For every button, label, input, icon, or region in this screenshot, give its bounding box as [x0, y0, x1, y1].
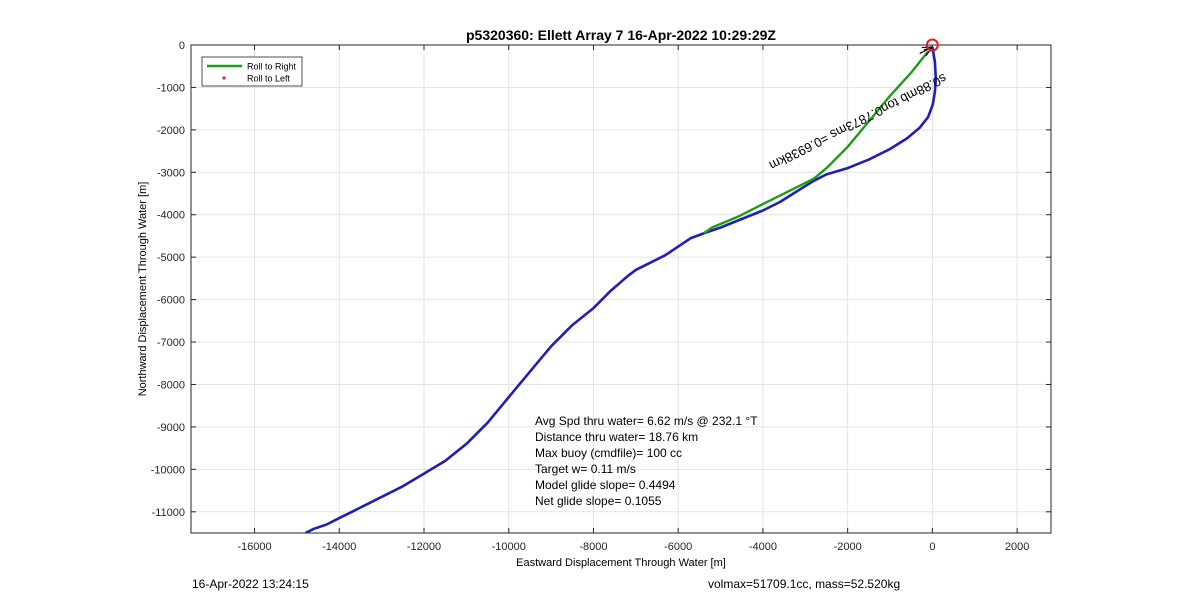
x-tick-label: -2000 — [834, 541, 862, 553]
y-tick-label: -2000 — [157, 125, 185, 137]
plot-area — [191, 45, 1051, 533]
y-tick-label: -9000 — [157, 422, 185, 434]
x-tick-label: -12000 — [407, 541, 441, 553]
legend-label: Roll to Right — [247, 62, 297, 72]
stats-line: Distance thru water= 18.76 km — [535, 430, 698, 444]
x-tick-label: -6000 — [664, 541, 692, 553]
y-tick-label: -3000 — [157, 167, 185, 179]
legend-swatch-dot — [222, 76, 226, 80]
y-tick-label: -11000 — [152, 507, 185, 519]
x-tick-label: 0 — [929, 541, 935, 553]
y-tick-label: -10000 — [151, 464, 185, 476]
y-tick-label: -7000 — [157, 337, 185, 349]
x-tick-label: -8000 — [579, 541, 607, 553]
footer-vol-mass: volmax=51709.1cc, mass=52.520kg — [708, 577, 901, 591]
y-tick-label: 0 — [179, 40, 185, 52]
series-line-0 — [304, 46, 938, 533]
axes-box — [190, 44, 1052, 534]
x-tick-label: -10000 — [492, 541, 526, 553]
series-layer — [304, 46, 938, 533]
stats-line: Model glide slope= 0.4494 — [535, 478, 676, 492]
start-marker — [925, 38, 939, 52]
stats-line: Avg Spd thru water= 6.62 m/s @ 232.1 °T — [535, 414, 758, 428]
x-tick-label: -14000 — [322, 541, 356, 553]
y-tick-label: -5000 — [157, 252, 185, 264]
y-tick-label: -4000 — [157, 210, 185, 222]
stats-line: Target w= 0.11 m/s — [535, 462, 636, 476]
y-axis-label: Northward Displacement Through Water [m] — [137, 182, 149, 397]
legend-label: Roll to Left — [247, 74, 291, 84]
series-line-1 — [702, 50, 930, 235]
legend-box — [201, 56, 303, 87]
x-axis-label: Eastward Displacement Through Water [m] — [516, 557, 726, 569]
y-tick-label: -6000 — [157, 295, 185, 307]
legend: Roll to Right Roll to Left — [201, 56, 303, 87]
chart-title: p5320360: Ellett Array 7 16-Apr-2022 10:… — [466, 27, 776, 43]
axes: -16000 -14000 -12000 -10000 -8000 -6000 -4000-… — [151, 40, 1052, 553]
heading-arrow — [925, 46, 933, 56]
y-tick-label: -1000 — [157, 82, 185, 94]
x-tick-label: -16000 — [237, 541, 271, 553]
stats-line: Net glide slope= 0.1055 — [535, 494, 662, 508]
grid — [191, 44, 1051, 533]
y-tick-label: -8000 — [157, 379, 185, 391]
footer-timestamp: 16-Apr-2022 13:24:15 — [192, 577, 309, 591]
stats-line: Max buoy (cmdfile)= 100 cc — [535, 446, 682, 460]
x-tick-label: -4000 — [749, 541, 777, 553]
x-tick-label: 2000 — [1005, 541, 1029, 553]
